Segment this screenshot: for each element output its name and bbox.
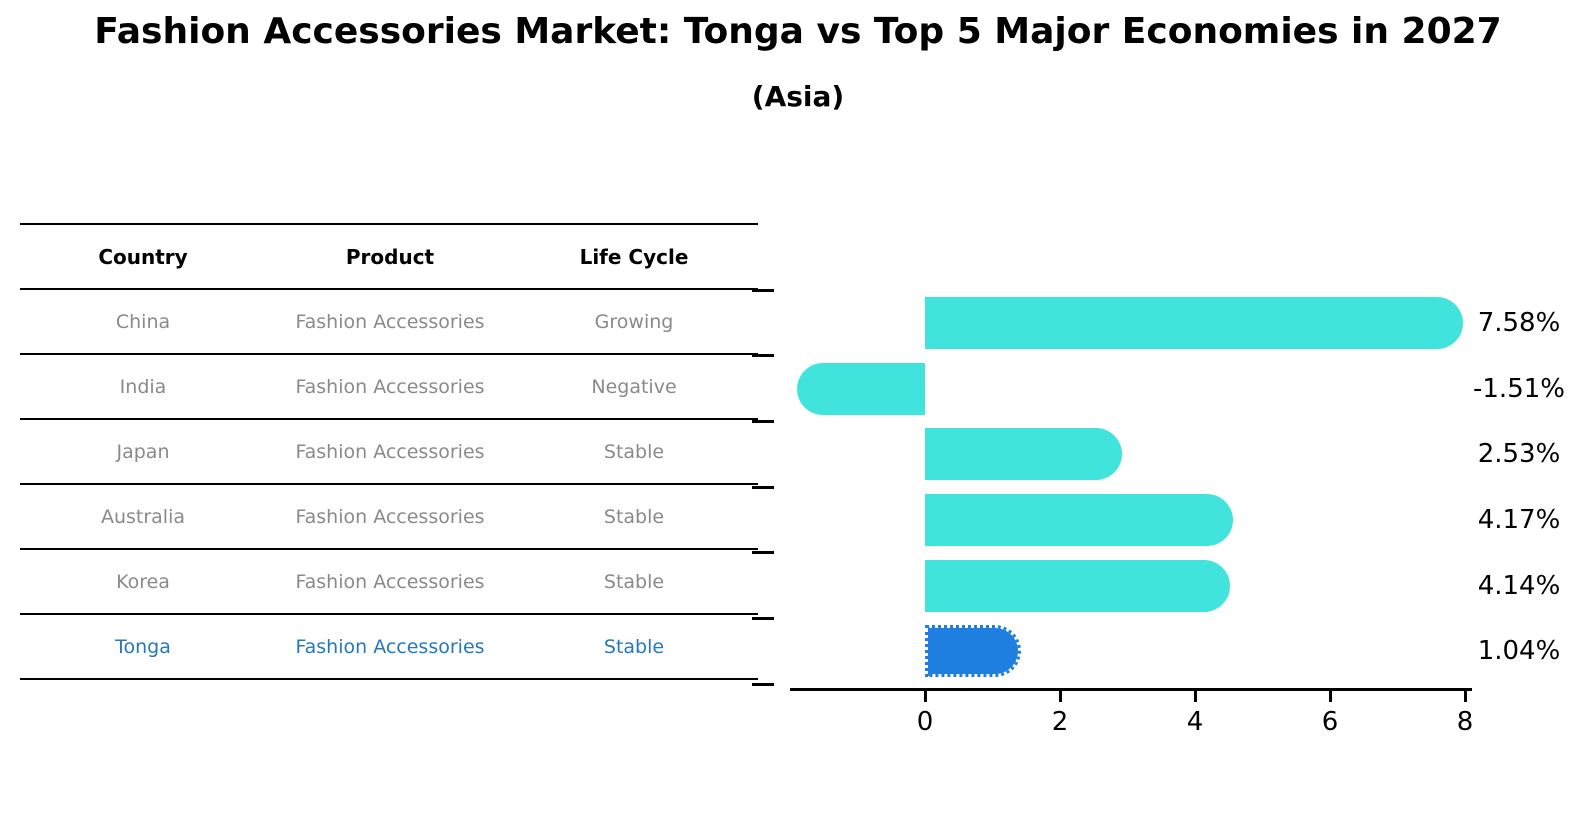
- cell-product: Fashion Accessories: [295, 635, 485, 658]
- x-tick-label-4: 4: [1186, 707, 1204, 737]
- cell-life-cycle: Negative: [591, 375, 677, 398]
- y-tick-mark: [752, 420, 774, 423]
- y-tick-mark: [752, 551, 774, 555]
- cell-life-cycle: Growing: [594, 310, 674, 333]
- y-tick-mark: [752, 354, 774, 358]
- cell-product: Fashion Accessories: [295, 505, 485, 528]
- y-tick-mark: [752, 682, 774, 686]
- cell-product: Fashion Accessories: [295, 310, 485, 333]
- column-header-life-cycle: Life Cycle: [579, 244, 689, 269]
- y-tick-mark: [752, 485, 774, 489]
- table-rule: [20, 418, 758, 420]
- x-tick-label-2: 2: [1051, 707, 1069, 737]
- x-tick-label-0: 0: [916, 707, 934, 737]
- y-tick-mark: [752, 288, 774, 292]
- cell-life-cycle: Stable: [603, 570, 665, 593]
- bar-japan: [925, 428, 1122, 481]
- x-axis-line: [790, 688, 1472, 691]
- x-tick-mark-0: [923, 689, 927, 702]
- x-tick-mark-8: [1463, 689, 1467, 702]
- value-label-japan: 2.53%: [1477, 439, 1561, 470]
- column-header-country: Country: [98, 244, 188, 269]
- cell-country: Tonga: [115, 635, 171, 658]
- value-label-tonga: 1.04%: [1477, 636, 1561, 667]
- cell-country: Australia: [100, 505, 186, 528]
- cell-country: Japan: [116, 440, 170, 463]
- table-row-highlighted: Tonga Fashion Accessories Stable: [20, 614, 758, 679]
- value-label-australia: 4.17%: [1477, 504, 1561, 535]
- table-rule: [20, 548, 758, 550]
- table-row: China Fashion Accessories Growing: [20, 289, 758, 354]
- table-rule: [20, 483, 758, 485]
- y-tick-mark: [752, 617, 774, 620]
- table-rule: [20, 353, 758, 355]
- x-tick-label-8: 8: [1456, 707, 1474, 737]
- value-label-china: 7.58%: [1477, 307, 1561, 338]
- value-label-korea: 4.14%: [1477, 570, 1561, 601]
- value-label-india: -1.51%: [1473, 373, 1565, 404]
- cell-country: Korea: [116, 570, 170, 593]
- cell-life-cycle: Stable: [603, 440, 665, 463]
- x-tick-mark-6: [1328, 689, 1332, 702]
- x-tick-mark-2: [1058, 689, 1062, 702]
- table-header-row: Country Product Life Cycle: [20, 224, 758, 289]
- chart-subtitle: (Asia): [751, 80, 845, 113]
- x-tick-mark-4: [1193, 689, 1197, 702]
- bar-india: [797, 362, 925, 415]
- bar-china: [925, 296, 1463, 349]
- table-rule: [20, 678, 758, 680]
- x-tick-label-6: 6: [1321, 707, 1339, 737]
- cell-country: China: [115, 310, 171, 333]
- bar-australia: [925, 493, 1233, 546]
- table-row: Japan Fashion Accessories Stable: [20, 419, 758, 484]
- table-rule: [20, 288, 758, 290]
- bar-korea: [925, 559, 1231, 612]
- table-row: Korea Fashion Accessories Stable: [20, 549, 758, 614]
- table-rule: [20, 613, 758, 615]
- bar-tonga: [925, 625, 1022, 678]
- cell-country: India: [119, 375, 167, 398]
- chart-title: Fashion Accessories Market: Tonga vs Top…: [94, 11, 1502, 52]
- table-rule: [20, 223, 758, 225]
- column-header-product: Product: [345, 244, 435, 269]
- cell-product: Fashion Accessories: [295, 440, 485, 463]
- cell-life-cycle: Stable: [603, 505, 665, 528]
- cell-life-cycle: Stable: [603, 635, 665, 658]
- cell-product: Fashion Accessories: [295, 375, 485, 398]
- table-row: India Fashion Accessories Negative: [20, 354, 758, 419]
- table-row: Australia Fashion Accessories Stable: [20, 484, 758, 549]
- cell-product: Fashion Accessories: [295, 570, 485, 593]
